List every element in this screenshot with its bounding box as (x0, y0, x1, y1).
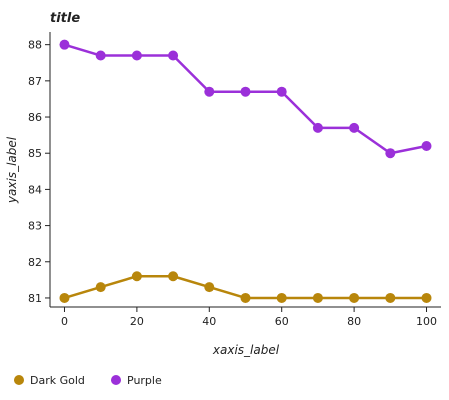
data-point-dark-gold (95, 282, 106, 293)
data-point-purple (240, 86, 251, 97)
x-ticks: 0 20 40 60 80 100 (61, 307, 437, 328)
data-point-dark-gold (276, 292, 287, 303)
y-axis-label: yaxis_label (5, 136, 19, 204)
y-tick-label: 82 (28, 256, 42, 269)
data-point-purple (421, 140, 432, 151)
x-tick-label: 60 (275, 315, 289, 328)
data-point-dark-gold (131, 271, 142, 282)
y-tick-label: 85 (28, 147, 42, 160)
data-point-dark-gold (385, 292, 396, 303)
series-line-purple (64, 43, 427, 155)
x-tick-label: 100 (416, 315, 437, 328)
data-point-purple (276, 86, 287, 97)
y-tick-label: 88 (28, 39, 42, 52)
y-tick-label: 81 (28, 292, 42, 305)
data-point-purple (95, 50, 106, 61)
data-point-dark-gold (421, 292, 432, 303)
data-point-purple (349, 122, 360, 133)
data-point-purple (59, 39, 70, 50)
data-point-purple (131, 50, 142, 61)
legend: Dark Gold Purple (14, 374, 162, 387)
y-ticks: 81 82 83 84 85 86 87 88 (28, 39, 50, 305)
data-point-purple (312, 122, 323, 133)
x-tick-label: 80 (347, 315, 361, 328)
data-point-dark-gold (349, 292, 360, 303)
data-point-dark-gold (59, 292, 70, 303)
data-point-dark-gold (312, 292, 323, 303)
legend-label-purple: Purple (127, 374, 162, 387)
y-tick-label: 83 (28, 220, 42, 233)
y-tick-label: 87 (28, 75, 42, 88)
data-point-purple (385, 148, 396, 159)
y-tick-label: 84 (28, 183, 42, 196)
legend-swatch-dark-gold (14, 375, 24, 385)
data-point-purple (168, 50, 179, 61)
data-point-dark-gold (168, 271, 179, 282)
legend-swatch-purple (111, 375, 121, 385)
data-point-dark-gold (240, 292, 251, 303)
x-tick-label: 0 (61, 315, 68, 328)
data-point-dark-gold (204, 282, 215, 293)
series-layer (59, 39, 432, 303)
data-point-purple (204, 86, 215, 97)
y-tick-label: 86 (28, 111, 42, 124)
chart-title: title (50, 11, 80, 26)
legend-label-dark-gold: Dark Gold (30, 374, 85, 387)
x-axis-label: xaxis_label (212, 343, 280, 357)
x-tick-label: 20 (130, 315, 144, 328)
x-tick-label: 40 (202, 315, 216, 328)
